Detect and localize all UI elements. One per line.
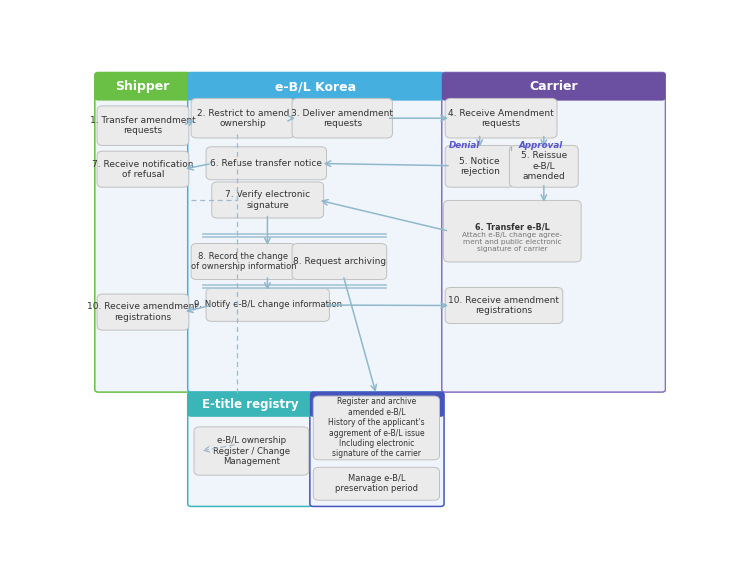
Text: 2. Restrict to amend
ownership: 2. Restrict to amend ownership: [197, 108, 289, 128]
Text: 9. Notify e-B/L change information: 9. Notify e-B/L change information: [194, 300, 342, 309]
FancyBboxPatch shape: [188, 73, 444, 392]
Text: 6. Transfer e-B/L: 6. Transfer e-B/L: [475, 222, 550, 231]
Text: 7. Verify electronic
signature: 7. Verify electronic signature: [225, 190, 310, 210]
Text: Manage e-B/L
preservation period: Manage e-B/L preservation period: [335, 474, 418, 493]
FancyBboxPatch shape: [313, 396, 440, 460]
Text: e-B/L Korea: e-B/L Korea: [275, 80, 357, 93]
FancyBboxPatch shape: [188, 392, 312, 417]
FancyBboxPatch shape: [442, 73, 665, 100]
FancyBboxPatch shape: [95, 73, 191, 392]
FancyBboxPatch shape: [97, 151, 189, 187]
Text: 1. Transfer amendment
requests: 1. Transfer amendment requests: [90, 116, 196, 135]
FancyBboxPatch shape: [445, 98, 557, 138]
Text: Carrier: Carrier: [529, 80, 578, 93]
Text: 3. Deliver amendment
requests: 3. Deliver amendment requests: [292, 108, 393, 128]
FancyBboxPatch shape: [445, 146, 514, 187]
FancyBboxPatch shape: [313, 467, 440, 500]
FancyBboxPatch shape: [188, 73, 444, 100]
FancyBboxPatch shape: [194, 427, 309, 475]
Text: Denial: Denial: [448, 142, 480, 150]
Text: Approval: Approval: [519, 142, 563, 150]
Text: Attach e-B/L change agree-
ment and public electronic
signature of carrier: Attach e-B/L change agree- ment and publ…: [462, 232, 562, 252]
Text: E-title registry: E-title registry: [201, 398, 298, 411]
FancyBboxPatch shape: [310, 392, 444, 417]
Text: 4. Receive Amendment
requests: 4. Receive Amendment requests: [448, 108, 554, 128]
FancyBboxPatch shape: [97, 106, 189, 146]
Text: e-B/L ownership
Register / Change
Management: e-B/L ownership Register / Change Manage…: [213, 436, 290, 466]
FancyBboxPatch shape: [442, 73, 665, 392]
Text: 8. Record the change
of ownership information: 8. Record the change of ownership inform…: [190, 252, 296, 271]
FancyBboxPatch shape: [310, 392, 444, 506]
Text: Archive: Archive: [352, 398, 402, 411]
Text: 7. Receive notification
of refusal: 7. Receive notification of refusal: [92, 159, 194, 179]
FancyBboxPatch shape: [191, 243, 295, 280]
Text: 8. Request archiving: 8. Request archiving: [293, 257, 386, 266]
Text: 10. Receive amendment
registrations: 10. Receive amendment registrations: [87, 303, 198, 322]
Text: 5. Notice
rejection: 5. Notice rejection: [460, 156, 500, 176]
FancyBboxPatch shape: [445, 287, 563, 324]
FancyBboxPatch shape: [443, 200, 581, 262]
FancyBboxPatch shape: [212, 182, 323, 218]
FancyBboxPatch shape: [95, 73, 191, 100]
Text: Register and archive
amended e-B/L
History of the applicant's
aggrement of e-B/L: Register and archive amended e-B/L Histo…: [328, 397, 425, 459]
Text: Shipper: Shipper: [115, 80, 170, 93]
Text: 6. Refuse transfer notice: 6. Refuse transfer notice: [210, 159, 323, 168]
FancyBboxPatch shape: [188, 392, 312, 506]
Text: 5. Reissue
e-B/L
amended: 5. Reissue e-B/L amended: [521, 151, 567, 181]
FancyBboxPatch shape: [292, 98, 392, 138]
FancyBboxPatch shape: [292, 243, 387, 280]
Text: 10. Receive amendment
registrations: 10. Receive amendment registrations: [448, 296, 559, 315]
FancyBboxPatch shape: [509, 146, 578, 187]
FancyBboxPatch shape: [206, 288, 329, 321]
FancyBboxPatch shape: [97, 294, 189, 330]
FancyBboxPatch shape: [206, 147, 326, 180]
FancyBboxPatch shape: [191, 98, 295, 138]
